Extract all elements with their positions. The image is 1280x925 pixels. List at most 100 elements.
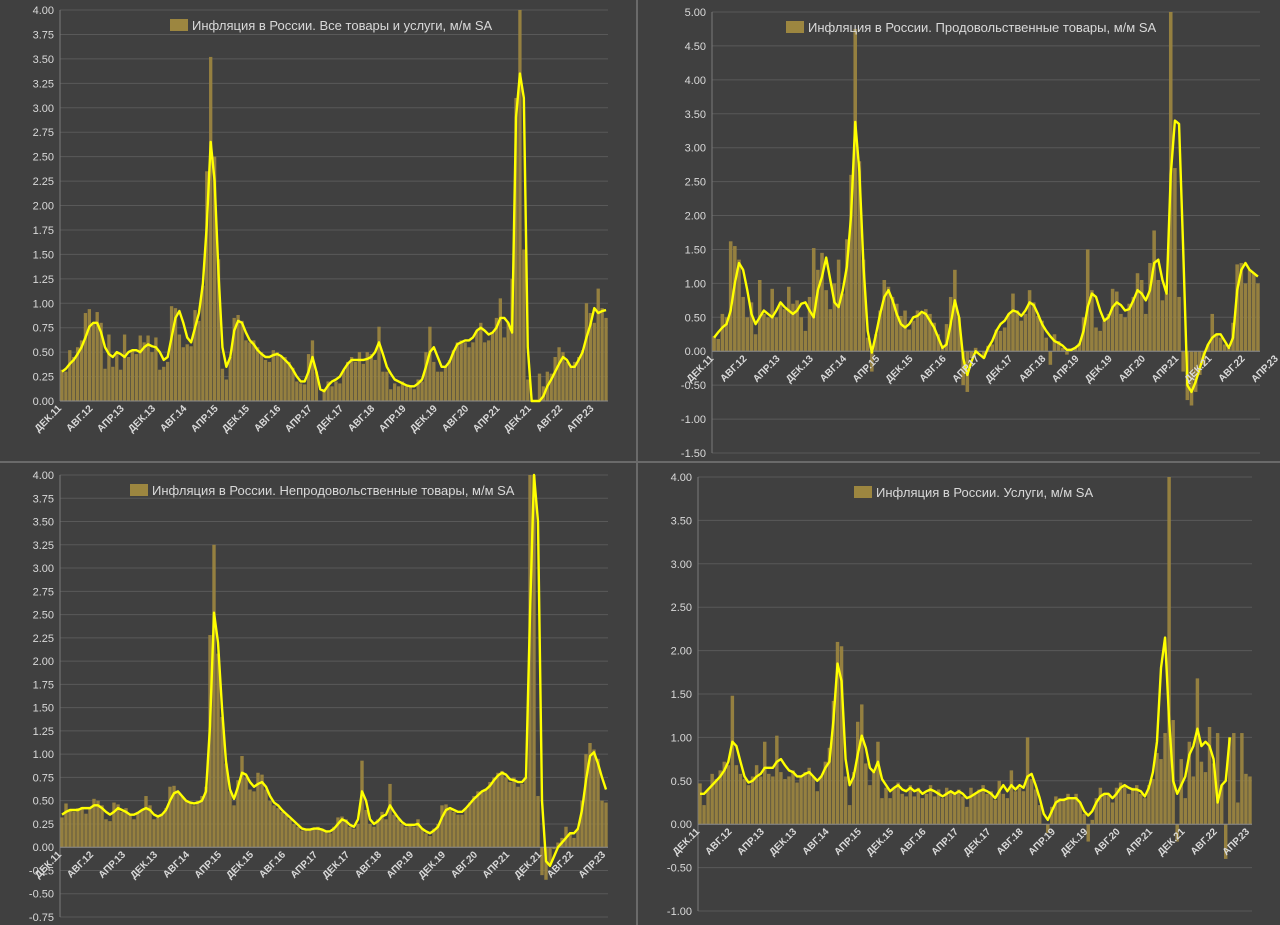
bar: [849, 174, 853, 352]
bar: [1206, 344, 1210, 352]
bar: [201, 285, 205, 401]
bar-series: [698, 477, 1252, 859]
chart-svg: -0.75 -0.50 -0.25 0.00 0.25 0.50 0.75 1.00 1.25 1…: [29, 470, 609, 924]
bar: [522, 249, 526, 401]
bar: [1159, 759, 1163, 825]
bar: [302, 384, 307, 401]
bar: [360, 760, 364, 848]
bar: [944, 324, 949, 352]
bar: [965, 806, 969, 825]
bar: [68, 350, 72, 401]
bar: [154, 337, 158, 401]
bar: [104, 819, 108, 848]
bar: [953, 269, 957, 352]
bar: [1155, 753, 1159, 825]
bar: [444, 804, 448, 848]
y-tick-label: 1.50: [685, 244, 706, 256]
bar: [600, 308, 604, 401]
bar: [1023, 313, 1028, 352]
bar: [1086, 824, 1090, 842]
bar: [1078, 802, 1082, 825]
bar: [1228, 737, 1232, 825]
bar: [799, 776, 803, 825]
bar: [181, 347, 185, 401]
bar: [111, 366, 115, 401]
chart-svg: 0.00 0.25 0.50 0.75 1.00 1.25 1.50 1.75 2.00 2.25…: [33, 5, 608, 435]
bar: [904, 796, 908, 825]
bar: [565, 361, 569, 401]
bar: [845, 239, 849, 352]
bar: [916, 787, 921, 825]
bar: [847, 805, 852, 825]
bar: [556, 842, 560, 848]
y-tick-label: 0.00: [685, 346, 706, 358]
bar: [134, 354, 138, 401]
bar: [1189, 351, 1194, 406]
bar: [572, 837, 576, 848]
bar: [95, 312, 99, 401]
bar: [940, 798, 945, 825]
bar: [524, 777, 528, 848]
bar: [1195, 678, 1200, 825]
bar: [488, 782, 492, 848]
bar: [168, 786, 172, 848]
x-tick-label: АВГ.20: [449, 849, 480, 880]
bar: [936, 334, 941, 352]
bar: [795, 782, 799, 825]
y-tick-label: 2.50: [33, 610, 54, 622]
bar: [569, 366, 573, 401]
bar: [1130, 787, 1135, 825]
bar: [116, 804, 120, 848]
x-tick-label: ДЕК.17: [314, 403, 346, 435]
line-series: [61, 72, 607, 403]
bar: [884, 787, 888, 825]
x-tick-label: АВГ.12: [64, 403, 95, 434]
bar: [300, 830, 304, 848]
bar: [1215, 733, 1220, 825]
bar: [823, 761, 828, 825]
bar: [188, 802, 192, 848]
x-tick-label: АПР.23: [1249, 353, 1280, 385]
bar: [455, 342, 459, 401]
bar: [204, 786, 208, 848]
bar: [799, 317, 804, 352]
bar: [400, 381, 405, 401]
bar: [76, 808, 80, 848]
bar: [532, 475, 536, 848]
bar: [396, 386, 401, 401]
bar: [831, 700, 836, 825]
bar: [212, 156, 217, 402]
bar: [1164, 293, 1169, 352]
y-tick-label: 1.75: [33, 679, 54, 691]
bar: [184, 800, 188, 848]
bar: [295, 381, 299, 401]
bar: [596, 288, 600, 401]
x-tick-label: АВГ.12: [65, 849, 96, 880]
bar: [1090, 290, 1094, 352]
bar: [412, 826, 416, 848]
x-tick-label: АВГ.22: [534, 403, 565, 434]
bar: [698, 783, 702, 825]
bar: [865, 337, 870, 352]
bar: [122, 334, 127, 401]
bar: [484, 789, 488, 848]
bar: [573, 361, 577, 401]
bar: [936, 789, 941, 825]
bar: [72, 357, 76, 401]
bar: [1167, 477, 1171, 825]
bar: [428, 836, 432, 848]
bar: [291, 367, 295, 401]
bar: [500, 770, 504, 848]
y-tick-label: 3.25: [33, 78, 54, 90]
bar: [771, 776, 775, 825]
bar: [872, 772, 876, 825]
bar: [84, 813, 88, 848]
y-tick-label: 4.50: [685, 41, 706, 53]
bar: [815, 791, 820, 825]
bar: [1193, 351, 1198, 392]
x-tick-label: АПР.13: [735, 826, 767, 858]
bar: [172, 785, 176, 848]
y-tick-label: 0.50: [33, 347, 54, 359]
bar: [536, 796, 540, 848]
bar: [472, 796, 476, 848]
